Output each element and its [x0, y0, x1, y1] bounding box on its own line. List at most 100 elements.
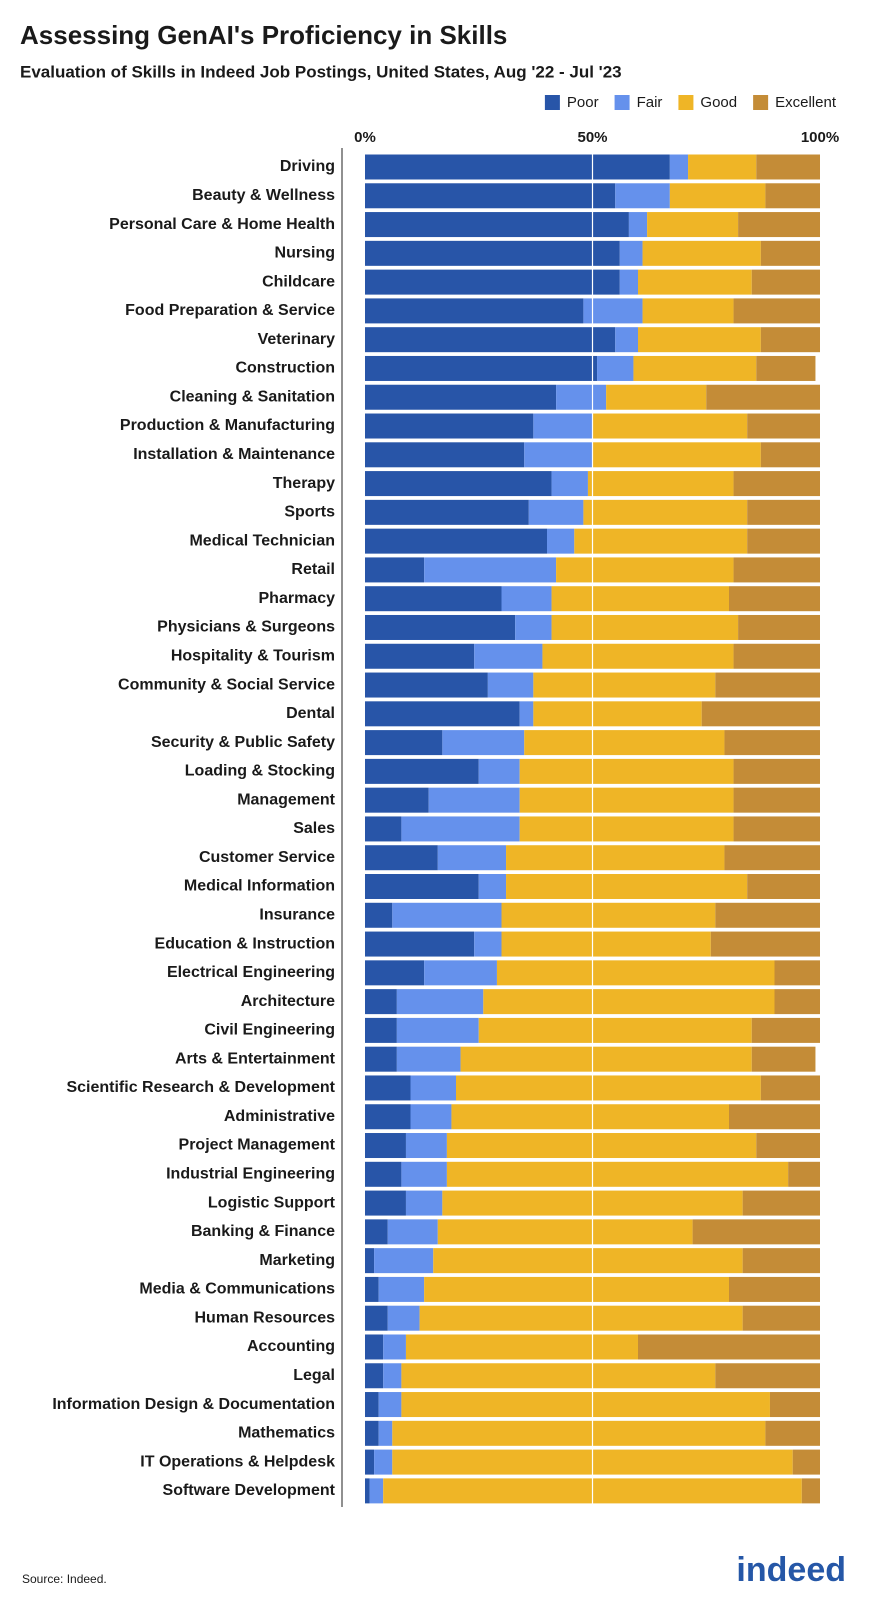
category-label: Sales: [293, 820, 335, 837]
bar-segment: [365, 1449, 375, 1475]
bar-segment: [519, 816, 734, 842]
bar-segment: [433, 1248, 743, 1274]
bar-segment: [756, 154, 820, 180]
bar-segment: [551, 586, 729, 612]
bar-segment: [638, 269, 752, 295]
bar-segment: [460, 1046, 752, 1072]
bar-segment: [692, 1219, 820, 1245]
bar-segment: [515, 614, 552, 640]
bar-segment: [506, 845, 725, 871]
bar-segment: [628, 212, 648, 238]
bar-segment: [756, 1133, 820, 1159]
category-label: Personal Care & Home Health: [109, 216, 335, 233]
bar-segment: [619, 240, 643, 266]
bar-segment: [378, 1276, 425, 1302]
bar-segment: [751, 1046, 816, 1072]
bar-segment: [365, 758, 479, 784]
bar-segment: [365, 1133, 406, 1159]
bar-segment: [374, 1449, 393, 1475]
bar-segment: [369, 1478, 384, 1504]
category-label: Industrial Engineering: [166, 1166, 335, 1183]
bar-segment: [506, 874, 748, 899]
bar-segment: [756, 355, 816, 381]
category-label: Community & Social Service: [118, 676, 335, 693]
bar-segment: [642, 298, 734, 324]
bar-segment: [365, 1305, 388, 1331]
bar-segment: [365, 874, 479, 899]
bar-segment: [587, 471, 734, 497]
bar-segment: [387, 1305, 420, 1331]
legend-label: Excellent: [775, 94, 837, 111]
bar-segment: [365, 557, 425, 583]
bar-segment: [715, 1363, 820, 1389]
bar-segment: [365, 154, 670, 180]
category-label: Veterinary: [258, 331, 335, 348]
bar-segment: [392, 1420, 766, 1446]
bar-segment: [396, 989, 484, 1015]
bar-segment: [410, 1075, 456, 1101]
bar-segment: [729, 1104, 820, 1130]
bar-segment: [747, 874, 820, 899]
bar-segment: [401, 1363, 716, 1389]
bar-segment: [424, 557, 557, 583]
bar-segment: [365, 1017, 397, 1043]
bar-segment: [788, 1161, 820, 1187]
bar-segment: [365, 989, 397, 1015]
bar-segment: [478, 758, 520, 784]
bar-segment: [365, 212, 629, 238]
category-label: Production & Manufacturing: [120, 417, 335, 434]
category-label: Banking & Finance: [191, 1223, 335, 1240]
bar-segment: [428, 787, 520, 813]
bar-segment: [724, 730, 820, 756]
category-label: Information Design & Documentation: [52, 1396, 335, 1413]
bar-segment: [424, 1276, 729, 1302]
bar-segment: [451, 1104, 729, 1130]
bar-segment: [365, 730, 443, 756]
bar-segment: [501, 586, 552, 612]
bar-segment: [742, 1248, 820, 1274]
bar-segment: [583, 298, 643, 324]
bar-segment: [474, 643, 543, 669]
bar-segment: [760, 240, 820, 266]
bar-segment: [365, 931, 475, 957]
bar-segment: [524, 442, 593, 468]
category-label: Medical Technician: [189, 532, 335, 549]
category-label: Arts & Entertainment: [175, 1050, 336, 1067]
legend-swatch: [614, 95, 630, 110]
bar-segment: [688, 154, 757, 180]
bar-segment: [715, 902, 820, 928]
category-label: Nursing: [275, 245, 335, 262]
bar-segment: [774, 989, 820, 1015]
bar-segment: [769, 1392, 820, 1418]
x-tick-label: 0%: [354, 129, 376, 146]
category-label: Media & Communications: [139, 1281, 335, 1298]
bar-segment: [729, 586, 820, 612]
bar-segment: [592, 442, 761, 468]
bar-segment: [533, 701, 702, 727]
bar-segment: [365, 787, 429, 813]
bar-segment: [419, 1305, 743, 1331]
category-label: Architecture: [241, 993, 335, 1010]
bar-segment: [396, 1046, 461, 1072]
bar-segment: [365, 1478, 370, 1504]
bar-segment: [365, 327, 616, 353]
bar-segment: [501, 902, 716, 928]
category-label: Administrative: [224, 1108, 335, 1125]
category-label: Driving: [280, 158, 335, 175]
category-label: Insurance: [259, 906, 335, 923]
bar-segment: [401, 1161, 447, 1187]
bar-segment: [496, 960, 775, 986]
bar-segment: [383, 1334, 406, 1360]
bar-segment: [729, 1276, 820, 1302]
category-label: Mathematics: [238, 1425, 335, 1442]
category-label: Retail: [291, 561, 335, 578]
bar-segment: [365, 499, 529, 525]
bar-segment: [478, 874, 507, 899]
x-tick-label: 100%: [801, 129, 839, 146]
bar-segment: [638, 327, 761, 353]
category-label: Accounting: [247, 1338, 335, 1355]
bar-segment: [483, 989, 775, 1015]
legend-label: Good: [700, 94, 737, 111]
bar-segment: [738, 614, 820, 640]
category-label: Installation & Maintenance: [133, 446, 335, 463]
